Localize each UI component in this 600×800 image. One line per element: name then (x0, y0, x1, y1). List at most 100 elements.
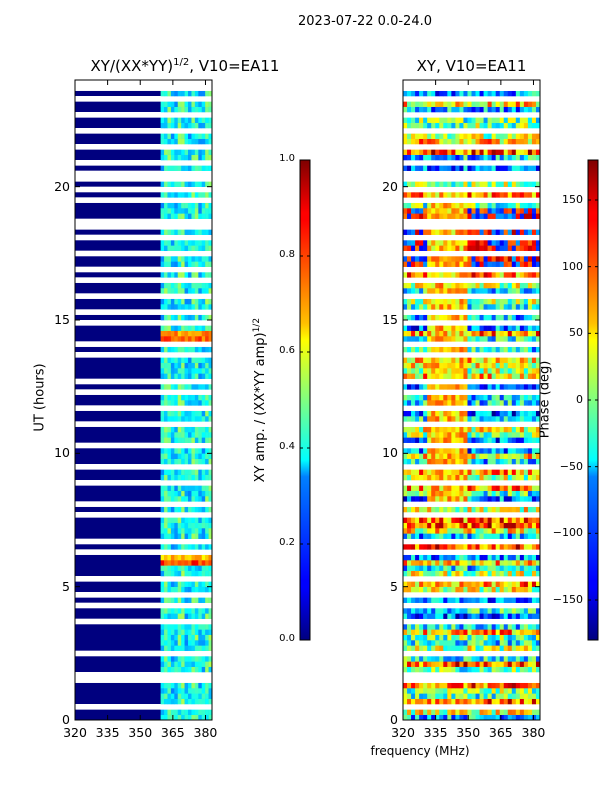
amplitude-cell (167, 432, 172, 438)
phase-cell (487, 581, 492, 587)
phase-cell (463, 288, 468, 294)
phase-cell (467, 570, 472, 577)
phase-cell (503, 688, 509, 694)
phase-cell (511, 522, 517, 529)
phase-cell (447, 586, 452, 593)
amplitude-cell (160, 373, 165, 379)
phase-cell (531, 314, 537, 321)
phase-cell (411, 192, 416, 198)
phase-cell (431, 282, 436, 289)
phase-cell (423, 634, 428, 641)
phase-cell (439, 336, 444, 342)
phase-cell (515, 208, 521, 214)
phase-cell (463, 528, 468, 534)
phase-cell (495, 698, 501, 705)
phase-cell (407, 528, 412, 534)
phase-cell (427, 90, 432, 97)
amplitude-cell (177, 90, 182, 97)
phase-cell (519, 282, 525, 289)
amplitude-cell (174, 490, 179, 497)
phase-cell (471, 272, 476, 278)
phase-cell (423, 554, 428, 561)
amplitude-cell (198, 394, 203, 401)
phase-cell (531, 693, 537, 699)
amplitude-cell (198, 474, 203, 481)
phase-cell (527, 384, 533, 390)
phase-cell (455, 192, 460, 198)
amplitude-data-gap (75, 144, 212, 150)
amplitude-cell (208, 181, 213, 187)
amplitude-cell (205, 240, 209, 246)
amplitude-cell (205, 165, 209, 171)
phase-cell (507, 330, 513, 337)
phase-cell (535, 666, 541, 673)
phase-cell (451, 613, 456, 619)
phase-data-gap (403, 677, 540, 683)
phase-cell (479, 245, 484, 251)
amplitude-cell (194, 288, 199, 294)
phase-cell (463, 506, 468, 513)
phase-cell (447, 554, 452, 561)
amplitude-cell (201, 522, 206, 529)
phase-cell (487, 688, 492, 694)
amplitude-cell (184, 586, 189, 593)
phase-cell (411, 384, 416, 390)
amplitude-cell (174, 336, 179, 342)
amplitude-cell (194, 586, 199, 593)
phase-cell (487, 693, 492, 699)
amplitude-cell (177, 581, 182, 587)
phase-cell (467, 272, 472, 278)
phase-cell (411, 581, 416, 587)
phase-cell (527, 346, 533, 353)
amplitude-cell (181, 181, 185, 187)
amplitude-cell (181, 213, 185, 219)
phase-cell (511, 192, 517, 198)
phase-cell (499, 453, 505, 459)
phase-cell (519, 101, 525, 107)
phase-cell (495, 336, 501, 342)
phase-cell (451, 597, 456, 603)
phase-cell (475, 570, 480, 577)
phase-cell (499, 629, 505, 635)
phase-cell (467, 661, 472, 667)
phase-cell (479, 581, 484, 587)
phase-cell (447, 560, 452, 566)
amplitude-cell (191, 90, 196, 97)
phase-cell (415, 346, 420, 353)
amplitude-cell (167, 181, 172, 187)
amplitude-cell (174, 346, 179, 353)
phase-cell (447, 693, 452, 699)
amplitude-cell (174, 709, 179, 715)
phase-cell (451, 101, 456, 107)
phase-cell (535, 458, 541, 465)
phase-cell (451, 688, 456, 694)
phase-cell (535, 613, 541, 619)
amplitude-cell (194, 122, 199, 129)
phase-cell (531, 208, 537, 214)
phase-data-gap (403, 293, 540, 299)
phase-cell (523, 272, 529, 278)
amplitude-cell (205, 90, 209, 97)
phase-cell (535, 165, 541, 171)
phase-cell (427, 490, 432, 497)
phase-cell (531, 346, 537, 353)
amp-x-tick-label: 320 (63, 725, 87, 740)
phase-cell (447, 368, 452, 374)
amplitude-cell (167, 517, 172, 523)
phase-cell (447, 394, 452, 401)
phase-cell (523, 384, 529, 390)
phase-cell (495, 202, 501, 209)
amp-x-tick-label: 380 (193, 725, 218, 740)
left-title-main: XY/(XX*YY) (90, 57, 174, 75)
phase-cell (507, 613, 513, 619)
phase-cell (411, 149, 416, 155)
phase-cell (523, 522, 529, 529)
phase-cell (419, 90, 424, 97)
phase-cell (431, 368, 436, 374)
phase-cell (411, 666, 416, 673)
phase-cell (527, 90, 533, 97)
phase-cell (467, 122, 472, 129)
amplitude-cell (198, 288, 203, 294)
amplitude-cell (170, 165, 175, 171)
phase-cell (527, 474, 533, 481)
